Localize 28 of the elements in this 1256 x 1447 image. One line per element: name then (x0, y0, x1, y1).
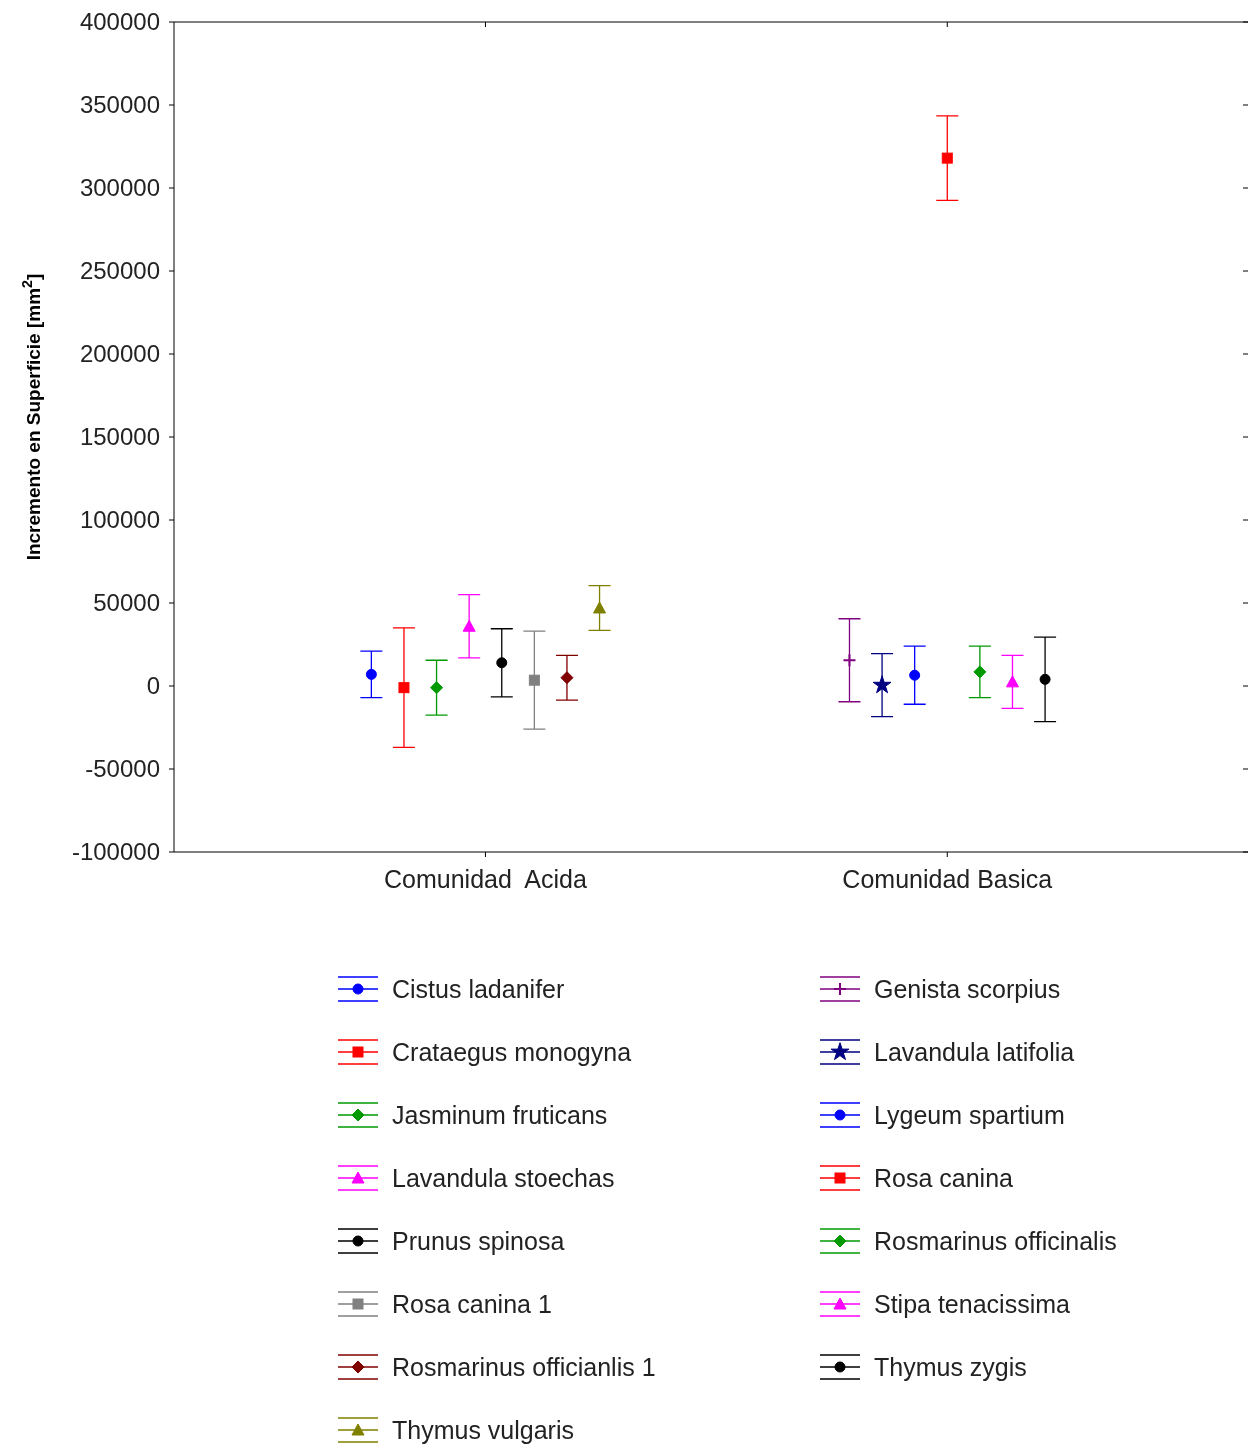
legend-label: Lygeum spartium (874, 1100, 1065, 1129)
legend-label: Cistus ladanifer (392, 974, 565, 1003)
y-tick-label: 0 (146, 672, 160, 700)
legend-label: Prunus spinosa (392, 1226, 565, 1255)
legend-label: Jasminum fruticans (392, 1100, 608, 1129)
legend-label: Lavandula latifolia (874, 1037, 1075, 1066)
legend-label: Rosmarinus officianlis 1 (392, 1352, 656, 1381)
legend-label: Crataegus monogyna (392, 1037, 632, 1066)
legend-label: Stipa tenacissima (874, 1289, 1071, 1318)
legend-label: Rosa canina (874, 1163, 1014, 1192)
legend-label: Rosa canina 1 (392, 1289, 552, 1318)
y-tick-label: 350000 (79, 91, 160, 119)
y-tick-label: 400000 (79, 8, 160, 36)
legend-label: Thymus vulgaris (392, 1415, 574, 1444)
y-tick-label: -50000 (85, 755, 160, 783)
x-tick-label: Comunidad Basica (842, 865, 1053, 893)
y-tick-label: 300000 (79, 174, 160, 202)
y-tick-label: 250000 (79, 257, 160, 285)
y-tick-label: 200000 (79, 340, 160, 368)
legend-label: Genista scorpius (874, 974, 1061, 1003)
y-tick-label: 100000 (79, 506, 160, 534)
legend-label: Lavandula stoechas (392, 1163, 615, 1192)
y-tick-label: -100000 (71, 838, 160, 866)
y-tick-label: 150000 (79, 423, 160, 451)
legend-label: Rosmarinus officinalis (874, 1226, 1117, 1255)
x-tick-label: Comunidad Acida (384, 865, 588, 893)
y-tick-label: 50000 (93, 589, 160, 617)
legend-label: Thymus zygis (874, 1352, 1027, 1381)
